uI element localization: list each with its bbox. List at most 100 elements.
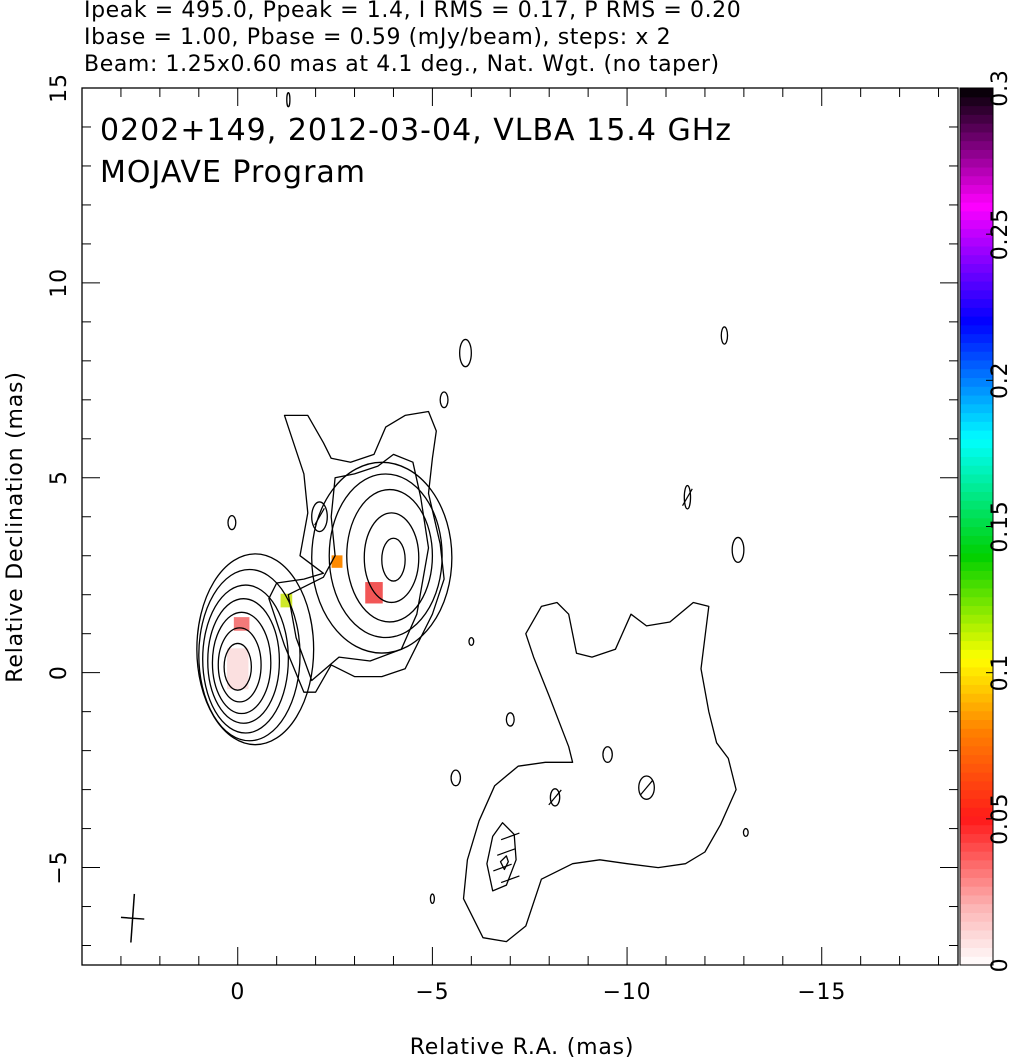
small-contour (742, 827, 749, 838)
colorbar-step (960, 175, 993, 186)
colorbar-step (960, 886, 993, 896)
colorbar-step (960, 219, 993, 229)
pol-pixel (233, 617, 250, 631)
colorbar-step (960, 438, 993, 449)
colorbar-step (960, 780, 993, 791)
colorbar-step (960, 666, 993, 677)
colorbar-step (960, 359, 993, 370)
polarization-layer (227, 555, 383, 690)
colorbar-step (960, 386, 993, 396)
small-contour (429, 893, 435, 905)
colorbar-step (960, 123, 993, 133)
small-contour (549, 788, 561, 807)
colorbar-step (960, 587, 993, 598)
colorbar-step (960, 465, 993, 475)
colorbar-step (960, 684, 993, 694)
small-contour (311, 501, 328, 533)
colorbar-step (960, 482, 993, 493)
colorbar-step (960, 403, 993, 414)
y-tick-label: 5 (47, 470, 72, 485)
y-tick-label: −5 (47, 851, 72, 885)
y-tick-label: 10 (47, 268, 72, 298)
colorbar-step (960, 789, 993, 799)
colorbar-step (960, 815, 993, 826)
colorbar-step (960, 526, 993, 536)
plot-title-line-2: MOJAVE Program (100, 155, 367, 190)
colorbar-step (960, 289, 993, 300)
colorbar-step (960, 956, 993, 966)
colorbar-tick-label: 0.15 (988, 500, 1013, 552)
colorbar-step (960, 561, 993, 571)
colorbar-step (960, 728, 993, 738)
colorbar-step (960, 903, 993, 913)
evpa-tick (639, 779, 654, 796)
small-contour (286, 92, 291, 108)
colorbar-step (960, 473, 993, 484)
plot-frame: 0 −5 −10 −15 −5 0 5 10 15 (47, 73, 959, 1005)
colorbar-step (960, 342, 993, 352)
colorbar-step (960, 631, 993, 642)
pol-pixel (227, 648, 249, 690)
small-contour (468, 636, 475, 647)
colorbar-step (960, 193, 993, 203)
evpa-tick (314, 508, 325, 526)
colorbar-step (960, 675, 993, 685)
colorbar-step (960, 579, 993, 589)
colorbar-step (960, 202, 993, 212)
knot-contour (381, 537, 406, 582)
x-tick-label: −5 (415, 980, 449, 1005)
colorbar-tick-label: 0.25 (988, 208, 1013, 260)
colorbar-step (960, 947, 993, 957)
small-contour (602, 746, 613, 763)
colorbar: 0 0.05 0.1 0.15 0.2 0.25 0.3 (959, 69, 1013, 973)
colorbar-step (960, 316, 993, 326)
beam-minor-axis (120, 916, 145, 920)
colorbar-step (960, 272, 993, 282)
pol-pixel (280, 593, 293, 608)
small-contour (505, 712, 515, 727)
small-contour (459, 338, 472, 368)
pol-pixel (331, 555, 343, 568)
colorbar-step (960, 412, 993, 422)
colorbar-step (960, 184, 993, 194)
colorbar-step (960, 535, 993, 545)
colorbar-step (960, 500, 993, 510)
colorbar-step (960, 754, 993, 764)
colorbar-step (960, 140, 993, 150)
colorbar-step (960, 394, 993, 405)
colorbar-tick-label: 0.05 (988, 793, 1013, 845)
core-contour (207, 598, 281, 724)
evpa-tick (493, 863, 512, 872)
colorbar-step (960, 421, 993, 431)
colorbar-step (960, 929, 993, 940)
contour-layer (120, 92, 749, 943)
colorbar-step (960, 868, 993, 878)
colorbar-step (960, 877, 993, 887)
small-contour (638, 775, 655, 800)
colorbar-step (960, 938, 993, 949)
core-contour (202, 584, 289, 734)
colorbar-step (960, 842, 993, 852)
colorbar-step (960, 166, 993, 177)
colorbar-step (960, 824, 993, 835)
evpa-tick (500, 875, 520, 884)
x-tick-label: −15 (797, 980, 846, 1005)
small-contour (227, 514, 237, 531)
colorbar-step (960, 552, 993, 563)
colorbar-step (960, 570, 993, 580)
colorbar-step (960, 254, 993, 264)
colorbar-step (960, 114, 993, 124)
colorbar-step (960, 263, 993, 273)
colorbar-tick-label: 0.2 (988, 362, 1013, 399)
evpa-tick (500, 832, 520, 841)
colorbar-step (960, 701, 993, 712)
colorbar-tick-label: 0 (988, 958, 1013, 973)
colorbar-step (960, 736, 993, 747)
plot-title-line-1: 0202+149, 2012-03-04, VLBA 15.4 GHz (100, 113, 732, 148)
colorbar-step (960, 850, 993, 861)
diffuse-contour (499, 855, 509, 871)
header-line-3: Beam: 1.25x0.60 mas at 4.1 deg., Nat. Wg… (84, 52, 720, 77)
colorbar-step (960, 912, 993, 922)
colorbar-step (960, 772, 993, 782)
header-line-2: Ibase = 1.00, Pbase = 0.59 (mJy/beam), s… (84, 25, 672, 50)
